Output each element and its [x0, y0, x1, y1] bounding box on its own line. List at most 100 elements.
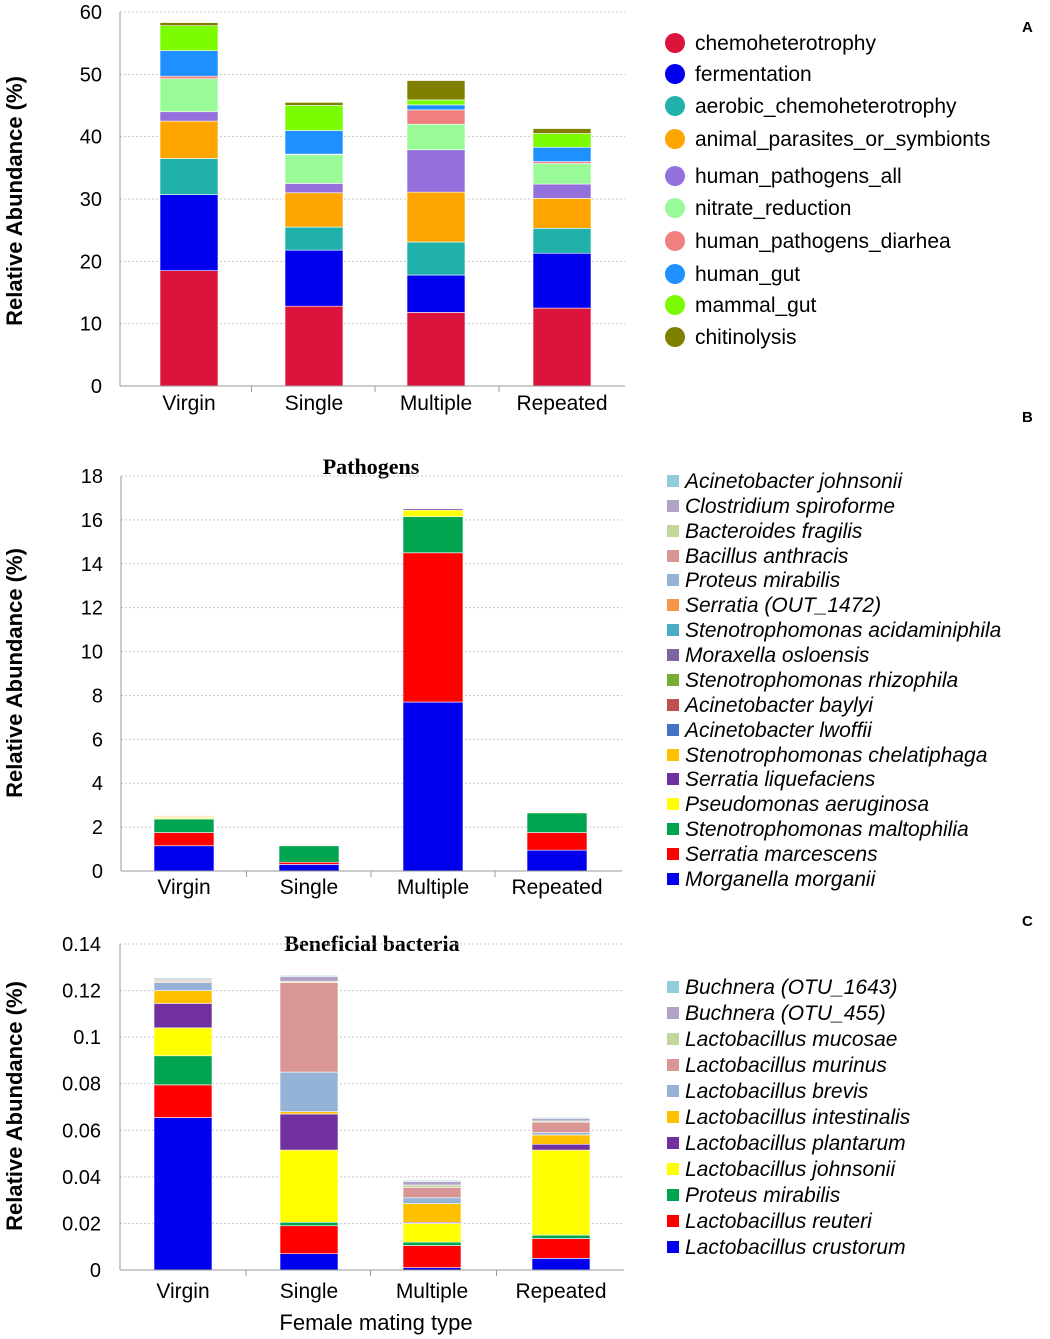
- y-tick-label: 2: [92, 817, 103, 839]
- bar-segment-single-nitrate-reduction: [284, 154, 344, 184]
- legend-item-bacteroides-fragilis: Bacteroides fragilis: [685, 520, 863, 543]
- legend-b: Acinetobacter johnsonii Clostridium spir…: [667, 470, 1001, 891]
- x-tick-label-multiple: Multiple: [397, 876, 469, 899]
- legend-item-animal-parasites: animal_parasites_or_symbionts: [695, 128, 990, 151]
- panel-b: B Pathogens Relative Abundance (%) 0 2 4 6 8…: [2, 409, 1033, 899]
- bar-segment-single-stenotrophomonas-maltophilia: [278, 845, 340, 863]
- bar-segment-virgin-stenotrophomonas-maltophilia: [153, 818, 215, 833]
- bar-segment-virgin-lactobacillus-intestinalis: [153, 990, 213, 1004]
- bar-segment-repeated-morganella-morganii: [526, 849, 588, 872]
- bar-segment-single-buchnera-otu-455: [279, 976, 339, 982]
- legend-item-chemoheterotrophy: chemoheterotrophy: [695, 32, 876, 55]
- bar-segment-virgin-aerobic-chemoheterotrophy: [159, 158, 219, 195]
- x-tick-label-virgin: Virgin: [157, 876, 210, 899]
- bar-segment-single-human-pathogens-all: [284, 183, 344, 194]
- bar-segment-single-animal-parasites-or-symbionts: [284, 192, 344, 228]
- y-tick-label: 0.08: [62, 1074, 101, 1096]
- y-tick-label: 20: [80, 251, 102, 273]
- bar-segment-repeated-lactobacillus-intestinalis: [531, 1134, 591, 1145]
- bar-segment-multiple-buchnera-otu-1643: [402, 1180, 462, 1182]
- panel-label-b: B: [1022, 409, 1033, 426]
- legend-item-pseudomonas-aeruginosa: Pseudomonas aeruginosa: [685, 793, 929, 816]
- legend-swatch-proteus-mirabilis-b: [667, 574, 679, 586]
- legend-swatch-stenotrophomonas-chelatiphaga: [667, 749, 679, 761]
- legend-swatch-moraxella-osloensis: [667, 649, 679, 661]
- legend-item-lactobacillus-mucosae: Lactobacillus mucosae: [685, 1028, 897, 1051]
- bar-segment-multiple-serratia-marcescens: [402, 552, 464, 703]
- bar-segment-repeated-mammal-gut: [532, 133, 592, 148]
- y-tick-label: 30: [80, 189, 102, 211]
- legend-swatch-aerobic-chemoheterotrophy: [665, 96, 685, 116]
- legend-item-serratia-marcescens: Serratia marcescens: [685, 843, 878, 866]
- legend-swatch-acinetobacter-baylyi: [667, 699, 679, 711]
- bar-segment-repeated-chemoheterotrophy: [532, 307, 592, 387]
- legend-c: Buchnera (OTU_1643) Buchnera (OTU_455) L…: [667, 976, 911, 1259]
- bar-segment-repeated-aerobic-chemoheterotrophy: [532, 227, 592, 254]
- panel-label-c: C: [1022, 913, 1033, 930]
- x-tick-label-single: Single: [285, 392, 343, 415]
- bar-segment-virgin-proteus-mirabilis: [153, 1055, 213, 1086]
- bar-segment-single-chemoheterotrophy: [284, 305, 344, 387]
- bar-segment-repeated-lactobacillus-johnsonii: [531, 1149, 591, 1236]
- panel-a: A Relative Abundance (%) 0 10 20 30 40 50 60 Vi…: [2, 2, 1033, 415]
- bar-segment-multiple-pseudomonas-aeruginosa: [402, 509, 464, 517]
- y-tick-label: 0: [92, 861, 103, 883]
- legend-swatch-pseudomonas-aeruginosa: [667, 798, 679, 810]
- y-tick-label: 16: [81, 510, 103, 532]
- bar-segment-multiple-morganella-morganii: [402, 701, 464, 872]
- bar-segment-virgin-fermentation: [159, 194, 219, 271]
- legend-item-bacillus-anthracis: Bacillus anthracis: [685, 545, 849, 568]
- bar-segment-virgin-human-gut: [159, 50, 219, 77]
- x-tick-label-repeated: Repeated: [515, 1280, 606, 1303]
- legend-item-stenotrophomonas-maltophilia: Stenotrophomonas maltophilia: [685, 818, 969, 841]
- bar-segment-repeated-serratia-marcescens: [526, 832, 588, 851]
- bar-segment-multiple-chemoheterotrophy: [406, 312, 466, 387]
- legend-item-stenotrophomonas-rhizophila: Stenotrophomonas rhizophila: [685, 669, 958, 692]
- legend-item-stenotrophomonas-chelatiphaga: Stenotrophomonas chelatiphaga: [685, 744, 987, 767]
- bar-segment-repeated-chitinolysis: [532, 128, 592, 134]
- legend-swatch-nitrate-reduction: [665, 198, 685, 218]
- chart-title-pathogens: Pathogens: [323, 454, 420, 479]
- legend-item-stenotrophomonas-acidaminiphila: Stenotrophomonas acidaminiphila: [685, 619, 1001, 642]
- legend-swatch-human-pathogens-diarhea: [665, 231, 685, 251]
- legend-swatch-human-pathogens-all: [665, 166, 685, 186]
- legend-item-acinetobacter-baylyi: Acinetobacter baylyi: [683, 694, 874, 717]
- legend-swatch-acinetobacter-johnsonii: [667, 475, 679, 487]
- y-tick-label: 0: [90, 1260, 101, 1282]
- legend-swatch-mammal-gut: [665, 295, 685, 315]
- legend-item-lactobacillus-intestinalis: Lactobacillus intestinalis: [685, 1106, 911, 1129]
- bar-segment-repeated-fermentation: [532, 252, 592, 309]
- x-tick-label-virgin: Virgin: [162, 392, 215, 415]
- bar-segment-virgin-animal-parasites-or-symbionts: [159, 120, 219, 159]
- y-tick-label: 18: [81, 466, 103, 488]
- legend-a: chemoheterotrophy fermentation aerobic_c…: [665, 32, 990, 349]
- x-tick-label-repeated: Repeated: [511, 876, 602, 899]
- legend-swatch-lactobacillus-reuteri: [667, 1215, 679, 1227]
- bar-segment-multiple-lactobacillus-intestinalis: [402, 1203, 462, 1223]
- bar-segment-multiple-nitrate-reduction: [406, 123, 466, 151]
- legend-swatch-lactobacillus-crustorum: [667, 1241, 679, 1253]
- y-tick-label: 0.02: [62, 1213, 101, 1235]
- y-tick-label: 4: [92, 773, 103, 795]
- legend-swatch-human-gut: [665, 264, 685, 284]
- bar-segment-single-fermentation: [284, 249, 344, 307]
- legend-item-human-pathogens-diarhea: human_pathogens_diarhea: [695, 230, 951, 253]
- bar-segment-multiple-chitinolysis: [406, 80, 466, 101]
- y-tick-label: 10: [81, 642, 103, 664]
- y-tick-label: 14: [81, 554, 103, 576]
- bar-segment-multiple-aerobic-chemoheterotrophy: [406, 241, 466, 276]
- legend-item-serratia-out-1472: Serratia (OUT_1472): [685, 594, 881, 617]
- legend-item-aerobic-chemoheterotrophy: aerobic_chemoheterotrophy: [695, 95, 957, 118]
- bar-segment-multiple-animal-parasites-or-symbionts: [406, 191, 466, 243]
- bar-segment-multiple-fermentation: [406, 274, 466, 313]
- legend-item-lactobacillus-brevis: Lactobacillus brevis: [685, 1080, 869, 1103]
- bar-segment-virgin-lactobacillus-brevis: [153, 982, 213, 991]
- bar-segment-repeated-buchnera-otu-455: [531, 1118, 591, 1122]
- legend-item-buchnera-otu-1643: Buchnera (OTU_1643): [685, 976, 897, 999]
- bar-segment-virgin-lactobacillus-johnsonii: [153, 1027, 213, 1057]
- y-tick-label: 10: [80, 314, 102, 336]
- x-axis-label-c: Female mating type: [279, 1310, 472, 1335]
- legend-swatch-clostridium-spiroforme: [667, 500, 679, 512]
- bar-segment-repeated-animal-parasites-or-symbionts: [532, 198, 592, 229]
- y-tick-label: 0.06: [62, 1120, 101, 1142]
